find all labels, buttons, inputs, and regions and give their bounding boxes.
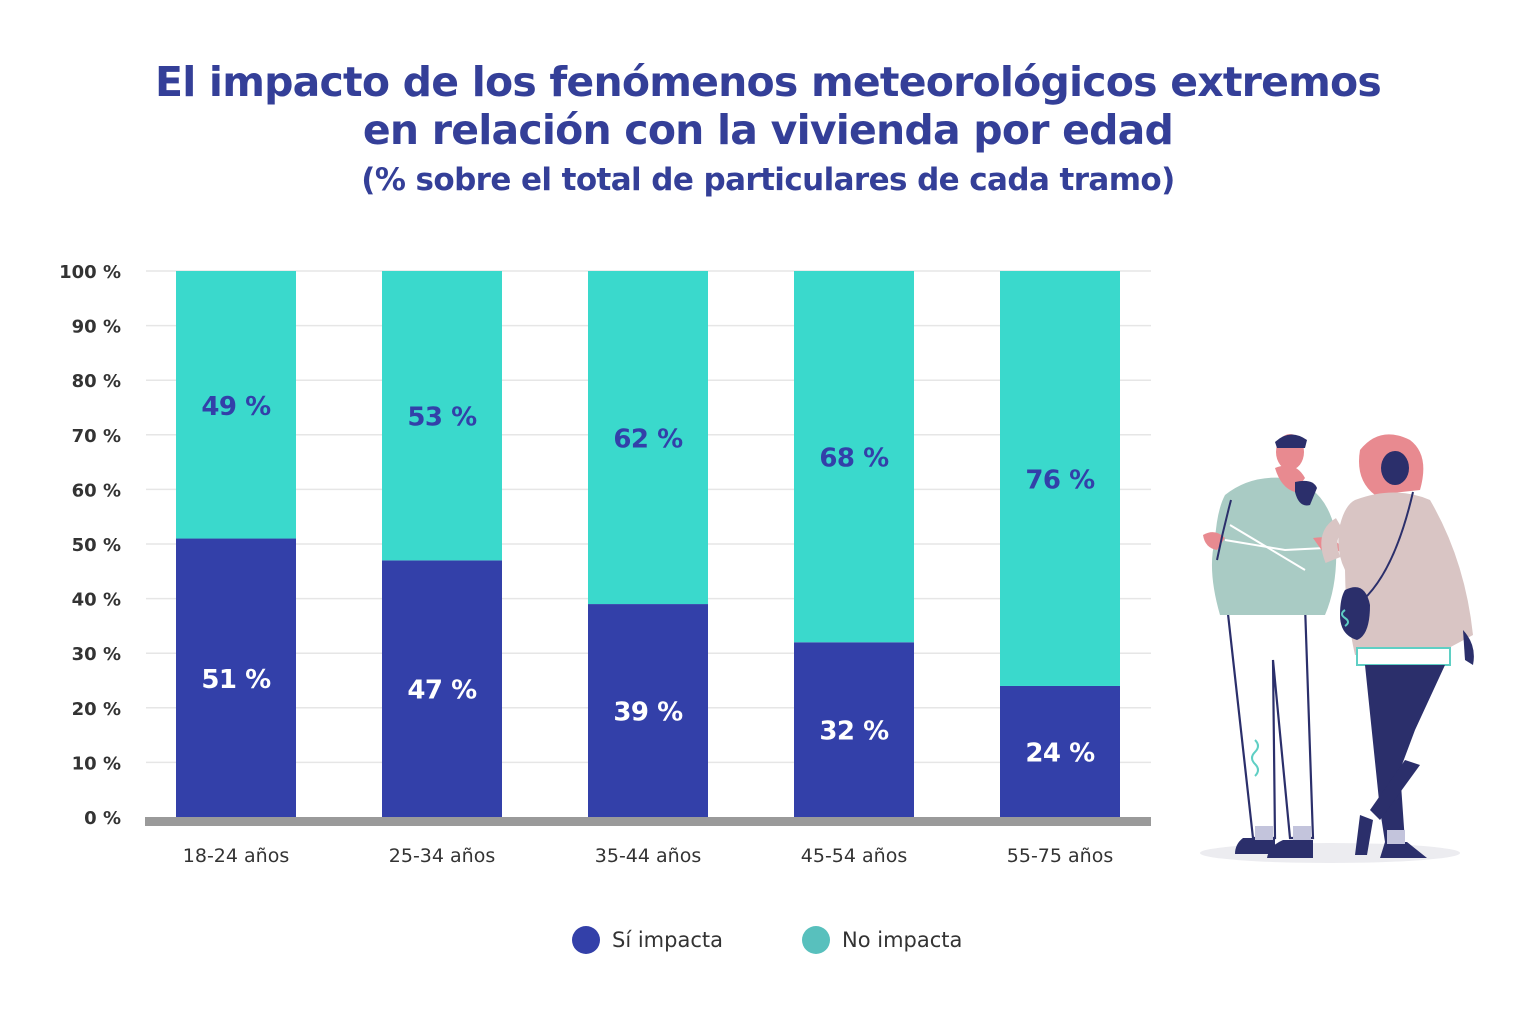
data-label-si-impacta: 32 %: [819, 717, 889, 747]
chart-header: El impacto de los fenómenos meteorológic…: [0, 58, 1536, 206]
data-label-no-impacta: 53 %: [407, 403, 477, 433]
x-tick-label: 55-75 años: [1007, 845, 1113, 867]
data-label-si-impacta: 39 %: [613, 698, 683, 728]
x-axis-ticks: 18-24 años 25-34 años 35-44 años 45-54 años…: [183, 845, 1113, 867]
y-tick-label: 70 %: [72, 426, 121, 447]
bar-si-impacta: [794, 642, 914, 817]
bar-si-impacta: [588, 604, 708, 817]
legend-swatch-si-impacta: [572, 926, 600, 954]
y-tick-label: 50 %: [72, 535, 121, 556]
bars: 51 % 49 % 47 % 53 % 39 % 62 % 32 % 68 % 24 % 76 %: [176, 271, 1120, 817]
woman-figure: [1321, 434, 1474, 858]
legend-label-no-impacta: No impacta: [842, 928, 963, 952]
chart-title-line-2: en relación con la vivienda por edad: [362, 106, 1174, 154]
y-tick-label: 80 %: [72, 371, 121, 392]
man-figure: [1203, 434, 1343, 858]
data-label-si-impacta: 51 %: [201, 665, 271, 695]
bar-no-impacta: [1000, 271, 1120, 686]
y-tick-label: 90 %: [72, 317, 121, 338]
y-tick-label: 60 %: [72, 480, 121, 501]
data-label-si-impacta: 24 %: [1025, 738, 1095, 768]
bar-si-impacta: [1000, 685, 1120, 817]
x-tick-label: 25-34 años: [389, 845, 495, 867]
data-label-no-impacta: 49 %: [201, 392, 271, 422]
y-tick-label: 10 %: [72, 753, 121, 774]
legend-item-si-impacta: Sí impacta: [572, 926, 723, 954]
legend-label-si-impacta: Sí impacta: [612, 928, 723, 952]
data-label-no-impacta: 68 %: [819, 444, 889, 474]
chart-subtitle: (% sobre el total de particulares de cad…: [361, 162, 1175, 198]
x-tick-label: 45-54 años: [801, 845, 907, 867]
x-axis-baseline: [145, 817, 1151, 826]
y-tick-label: 20 %: [72, 699, 121, 720]
data-label-no-impacta: 62 %: [613, 425, 683, 455]
y-tick-label: 30 %: [72, 644, 121, 665]
bar-no-impacta: [588, 271, 708, 605]
y-axis-ticks: 0 % 10 % 20 % 30 % 40 % 50 % 60 % 70 % 80 % 90 % 1…: [59, 262, 121, 829]
x-tick-label: 35-44 años: [595, 845, 701, 867]
y-tick-label: 40 %: [72, 590, 121, 611]
chart-title-line-1: El impacto de los fenómenos meteorológic…: [155, 58, 1382, 106]
y-tick-label: 100 %: [59, 262, 121, 283]
bar-si-impacta: [382, 560, 502, 817]
bar-no-impacta: [176, 271, 296, 539]
data-label-no-impacta: 76 %: [1025, 465, 1095, 495]
legend-item-no-impacta: No impacta: [802, 926, 962, 954]
data-label-si-impacta: 47 %: [407, 676, 477, 706]
couple-illustration: [1200, 434, 1474, 863]
bar-si-impacta: [176, 538, 296, 817]
x-tick-label: 18-24 años: [183, 845, 289, 867]
bar-no-impacta: [794, 271, 914, 643]
legend-swatch-no-impacta: [802, 926, 830, 954]
y-tick-label: 0 %: [84, 808, 121, 829]
bar-no-impacta: [382, 271, 502, 561]
